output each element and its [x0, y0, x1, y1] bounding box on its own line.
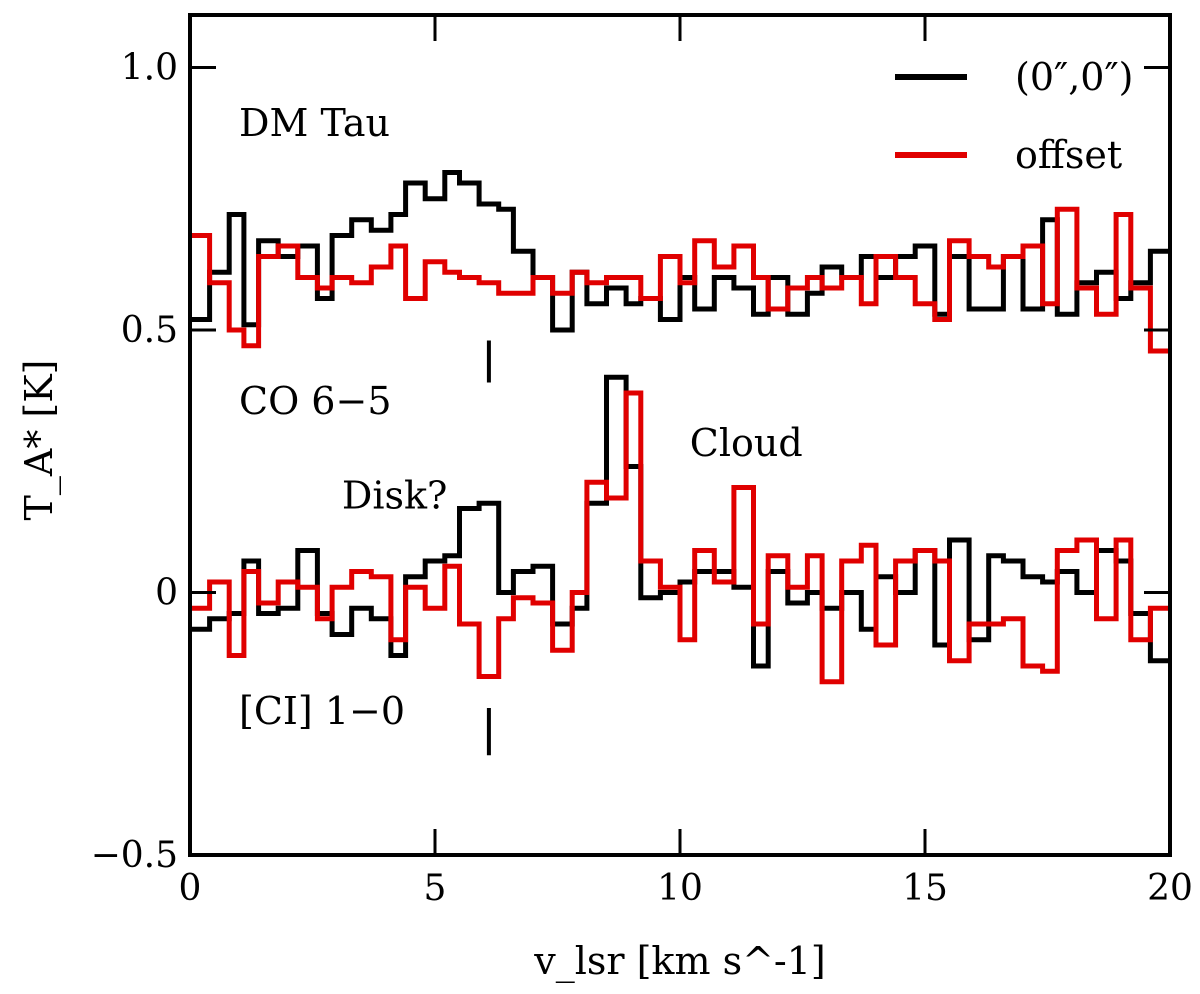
annotation: Cloud: [690, 421, 803, 465]
series-line-0: [190, 170, 1170, 333]
x-tick-label: 5: [424, 868, 447, 909]
y-axis-label: T_A* [K]: [17, 360, 62, 521]
legend: (0″,0″) offset: [895, 55, 1133, 177]
annotation: [CI] 1−0: [239, 689, 405, 733]
annotation: CO 6−5: [239, 379, 392, 423]
x-axis-label: v_lsr [km s^-1]: [533, 939, 826, 984]
annotation: DM Tau: [239, 101, 390, 145]
y-tick-label: 1.0: [121, 48, 178, 89]
series-line-1: [190, 206, 1170, 354]
annotation: Disk?: [342, 474, 448, 518]
x-tick-label: 15: [902, 868, 948, 909]
series-line-3: [190, 390, 1170, 685]
y-tick-label: −0.5: [91, 835, 178, 876]
x-tick-label: 0: [179, 868, 202, 909]
plot-frame: [188, 13, 1172, 857]
legend-label: (0″,0″): [1015, 55, 1133, 99]
y-tick-label: 0.5: [121, 310, 178, 351]
series-layer: [190, 170, 1170, 685]
annotations-layer: DM Tau CO 6−5 Cloud Disk? [CI] 1−0: [239, 101, 803, 733]
x-tick-label: 20: [1147, 868, 1193, 909]
y-tick-label: 0: [155, 573, 178, 614]
legend-label: offset: [1015, 133, 1122, 177]
x-tick-label: 10: [657, 868, 703, 909]
ticks-layer: 0 5 10 15 20−0.500.51.0: [91, 15, 1193, 909]
